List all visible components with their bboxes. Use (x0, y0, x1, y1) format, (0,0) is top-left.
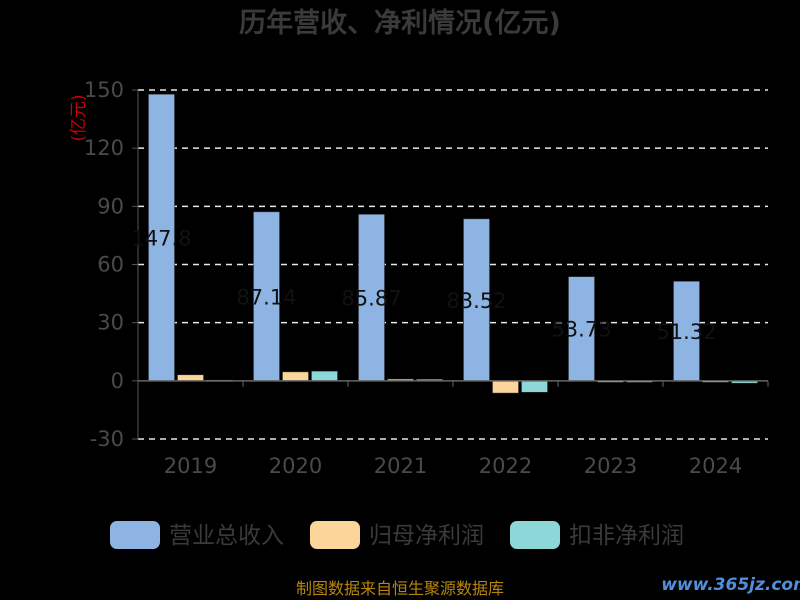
y-tick-label: 120 (84, 136, 124, 160)
y-axis: -30 0 30 60 90 120 150 (84, 78, 139, 451)
y-tick-label: 90 (97, 194, 124, 218)
y-tick-label: 150 (84, 78, 124, 102)
legend-label: 扣非净利润 (569, 523, 684, 549)
y-tick-label: -30 (90, 427, 124, 451)
bar (311, 370, 338, 382)
bar (253, 211, 280, 382)
x-tick-label: 2019 (164, 454, 217, 478)
legend: 营业总收入 归母净利润 扣非净利润 (110, 521, 684, 549)
x-tick-label: 2022 (479, 454, 532, 478)
legend-swatch (110, 521, 160, 549)
bar (492, 380, 519, 394)
legend-label: 营业总收入 (169, 523, 284, 549)
x-axis: 2019 2020 2021 2022 2023 2024 (137, 380, 769, 478)
bar (463, 218, 490, 382)
y-axis-unit: (亿元) (69, 94, 89, 141)
legend-label: 归母净利润 (369, 523, 484, 549)
bar (358, 214, 385, 382)
y-tick-label: 60 (97, 253, 124, 277)
chart-title: 历年营收、净利情况(亿元) (239, 7, 561, 39)
source-note: 制图数据来自恒生聚源数据库 (296, 579, 504, 598)
x-tick-label: 2021 (374, 454, 427, 478)
bar (177, 374, 204, 382)
x-tick-label: 2020 (269, 454, 322, 478)
x-tick-label: 2023 (584, 454, 637, 478)
watermark: www.365jz.com (661, 575, 800, 595)
bar (148, 94, 175, 382)
bar (673, 281, 700, 382)
data-label: 83.52 (446, 289, 506, 313)
legend-swatch (310, 521, 360, 549)
data-label: 85.87 (341, 287, 401, 311)
data-label: 87.14 (236, 285, 296, 309)
data-labels: 147.8 87.14 85.87 83.52 53.73 51.32 (131, 227, 716, 345)
x-tick-label: 2024 (689, 454, 742, 478)
y-tick-label: 0 (111, 369, 124, 393)
bar (282, 371, 309, 382)
bar (568, 276, 595, 382)
data-label: 51.32 (656, 320, 716, 344)
bars (148, 94, 758, 394)
bar (521, 380, 548, 393)
legend-swatch (510, 521, 560, 549)
data-label: 53.73 (551, 318, 611, 342)
grid-lines (138, 89, 768, 440)
data-label: 147.8 (131, 227, 191, 251)
y-tick-label: 30 (97, 311, 124, 335)
